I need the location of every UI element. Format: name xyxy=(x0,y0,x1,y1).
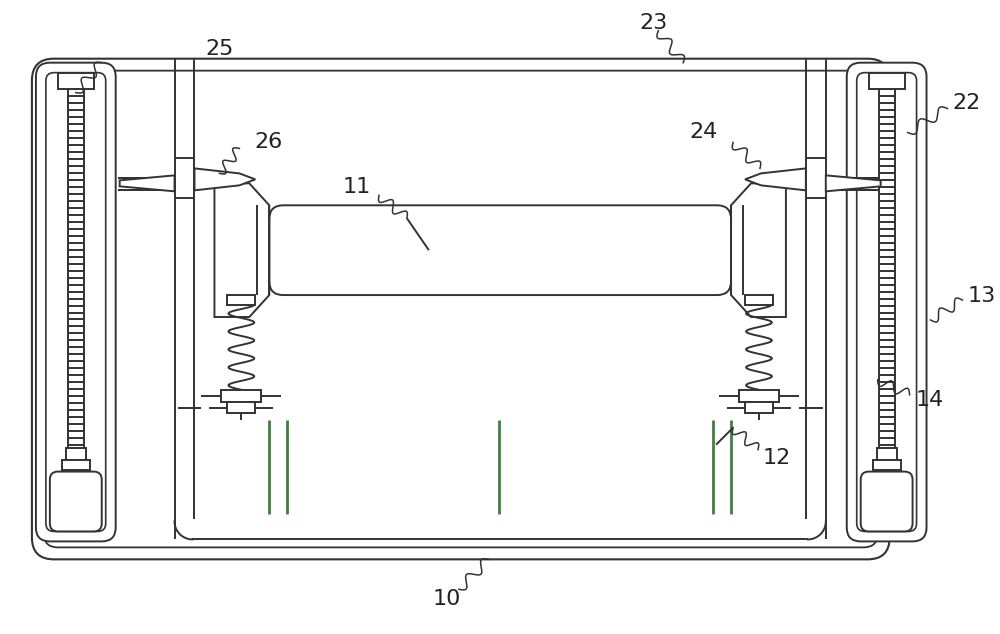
FancyBboxPatch shape xyxy=(857,73,917,531)
FancyBboxPatch shape xyxy=(36,63,116,541)
Polygon shape xyxy=(745,169,806,190)
FancyBboxPatch shape xyxy=(50,472,102,531)
Bar xyxy=(745,402,773,413)
Bar xyxy=(873,460,901,470)
FancyBboxPatch shape xyxy=(861,472,913,531)
Polygon shape xyxy=(194,169,255,190)
Bar xyxy=(68,79,84,479)
Bar xyxy=(877,448,897,460)
Polygon shape xyxy=(826,176,881,191)
Text: 26: 26 xyxy=(254,133,283,152)
Text: 14: 14 xyxy=(916,390,944,410)
Bar xyxy=(221,390,261,402)
Text: 12: 12 xyxy=(763,448,791,468)
FancyBboxPatch shape xyxy=(32,59,890,559)
Bar xyxy=(879,79,895,479)
FancyBboxPatch shape xyxy=(46,73,106,531)
Bar xyxy=(62,460,90,470)
FancyBboxPatch shape xyxy=(269,205,731,295)
Bar xyxy=(58,73,94,89)
Bar xyxy=(66,448,86,460)
Text: 11: 11 xyxy=(343,178,371,197)
Polygon shape xyxy=(731,183,786,317)
Text: 22: 22 xyxy=(952,93,981,113)
Bar xyxy=(739,390,779,402)
Bar xyxy=(745,295,773,305)
FancyBboxPatch shape xyxy=(44,70,878,547)
Text: 23: 23 xyxy=(639,13,667,33)
Bar xyxy=(227,402,255,413)
Text: 10: 10 xyxy=(433,589,461,609)
Bar xyxy=(869,73,905,89)
Polygon shape xyxy=(120,176,175,191)
Bar xyxy=(227,295,255,305)
Text: 13: 13 xyxy=(967,286,996,306)
FancyBboxPatch shape xyxy=(847,63,927,541)
Text: 24: 24 xyxy=(690,122,718,143)
Polygon shape xyxy=(214,183,269,317)
Text: 25: 25 xyxy=(205,39,234,59)
